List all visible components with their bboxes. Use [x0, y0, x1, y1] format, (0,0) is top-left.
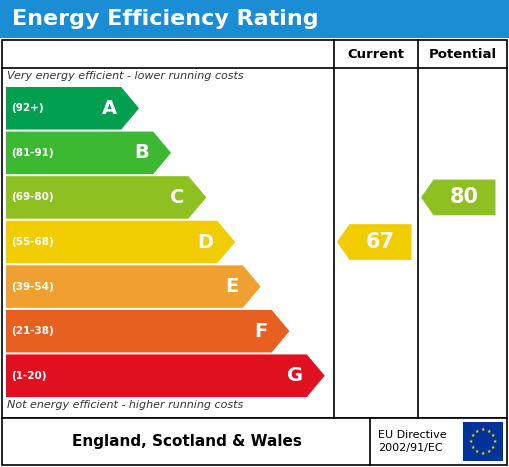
Text: (92+): (92+) — [11, 103, 44, 113]
Polygon shape — [6, 132, 171, 174]
Text: ★: ★ — [493, 439, 497, 444]
Text: ★: ★ — [491, 433, 495, 438]
Text: D: D — [197, 233, 213, 252]
Text: ★: ★ — [481, 427, 485, 432]
Text: Potential: Potential — [429, 48, 497, 61]
Text: ★: ★ — [471, 433, 475, 438]
Text: 80: 80 — [450, 187, 479, 207]
Polygon shape — [6, 354, 325, 397]
Text: Not energy efficient - higher running costs: Not energy efficient - higher running co… — [7, 400, 243, 410]
Text: B: B — [134, 143, 149, 163]
Text: Very energy efficient - lower running costs: Very energy efficient - lower running co… — [7, 71, 244, 81]
Text: (21-38): (21-38) — [11, 326, 54, 336]
Polygon shape — [421, 180, 495, 215]
Polygon shape — [6, 221, 235, 263]
Text: ★: ★ — [475, 429, 479, 434]
Text: (39-54): (39-54) — [11, 282, 54, 291]
Text: ★: ★ — [481, 451, 485, 456]
Text: A: A — [102, 99, 117, 118]
Bar — [2, 418, 507, 465]
Text: EU Directive
2002/91/EC: EU Directive 2002/91/EC — [378, 430, 446, 453]
Polygon shape — [6, 87, 139, 129]
Bar — [463, 422, 503, 461]
Text: C: C — [170, 188, 184, 207]
Polygon shape — [337, 224, 411, 260]
Polygon shape — [6, 310, 290, 353]
Text: (1-20): (1-20) — [11, 371, 46, 381]
Polygon shape — [6, 176, 206, 219]
Text: (81-91): (81-91) — [11, 148, 53, 158]
Text: ★: ★ — [471, 445, 475, 450]
Text: ★: ★ — [487, 449, 491, 454]
Text: Current: Current — [348, 48, 405, 61]
Bar — [2, 40, 507, 418]
Text: 67: 67 — [366, 232, 395, 252]
Text: ★: ★ — [487, 429, 491, 434]
Text: (69-80): (69-80) — [11, 192, 53, 202]
Bar — [0, 0, 509, 38]
Text: G: G — [287, 366, 303, 385]
Text: F: F — [254, 322, 268, 340]
Text: England, Scotland & Wales: England, Scotland & Wales — [72, 434, 302, 449]
Text: E: E — [225, 277, 239, 296]
Text: Energy Efficiency Rating: Energy Efficiency Rating — [12, 9, 319, 29]
Text: ★: ★ — [491, 445, 495, 450]
Text: (55-68): (55-68) — [11, 237, 54, 247]
Text: ★: ★ — [475, 449, 479, 454]
Text: ★: ★ — [469, 439, 473, 444]
Polygon shape — [6, 265, 261, 308]
